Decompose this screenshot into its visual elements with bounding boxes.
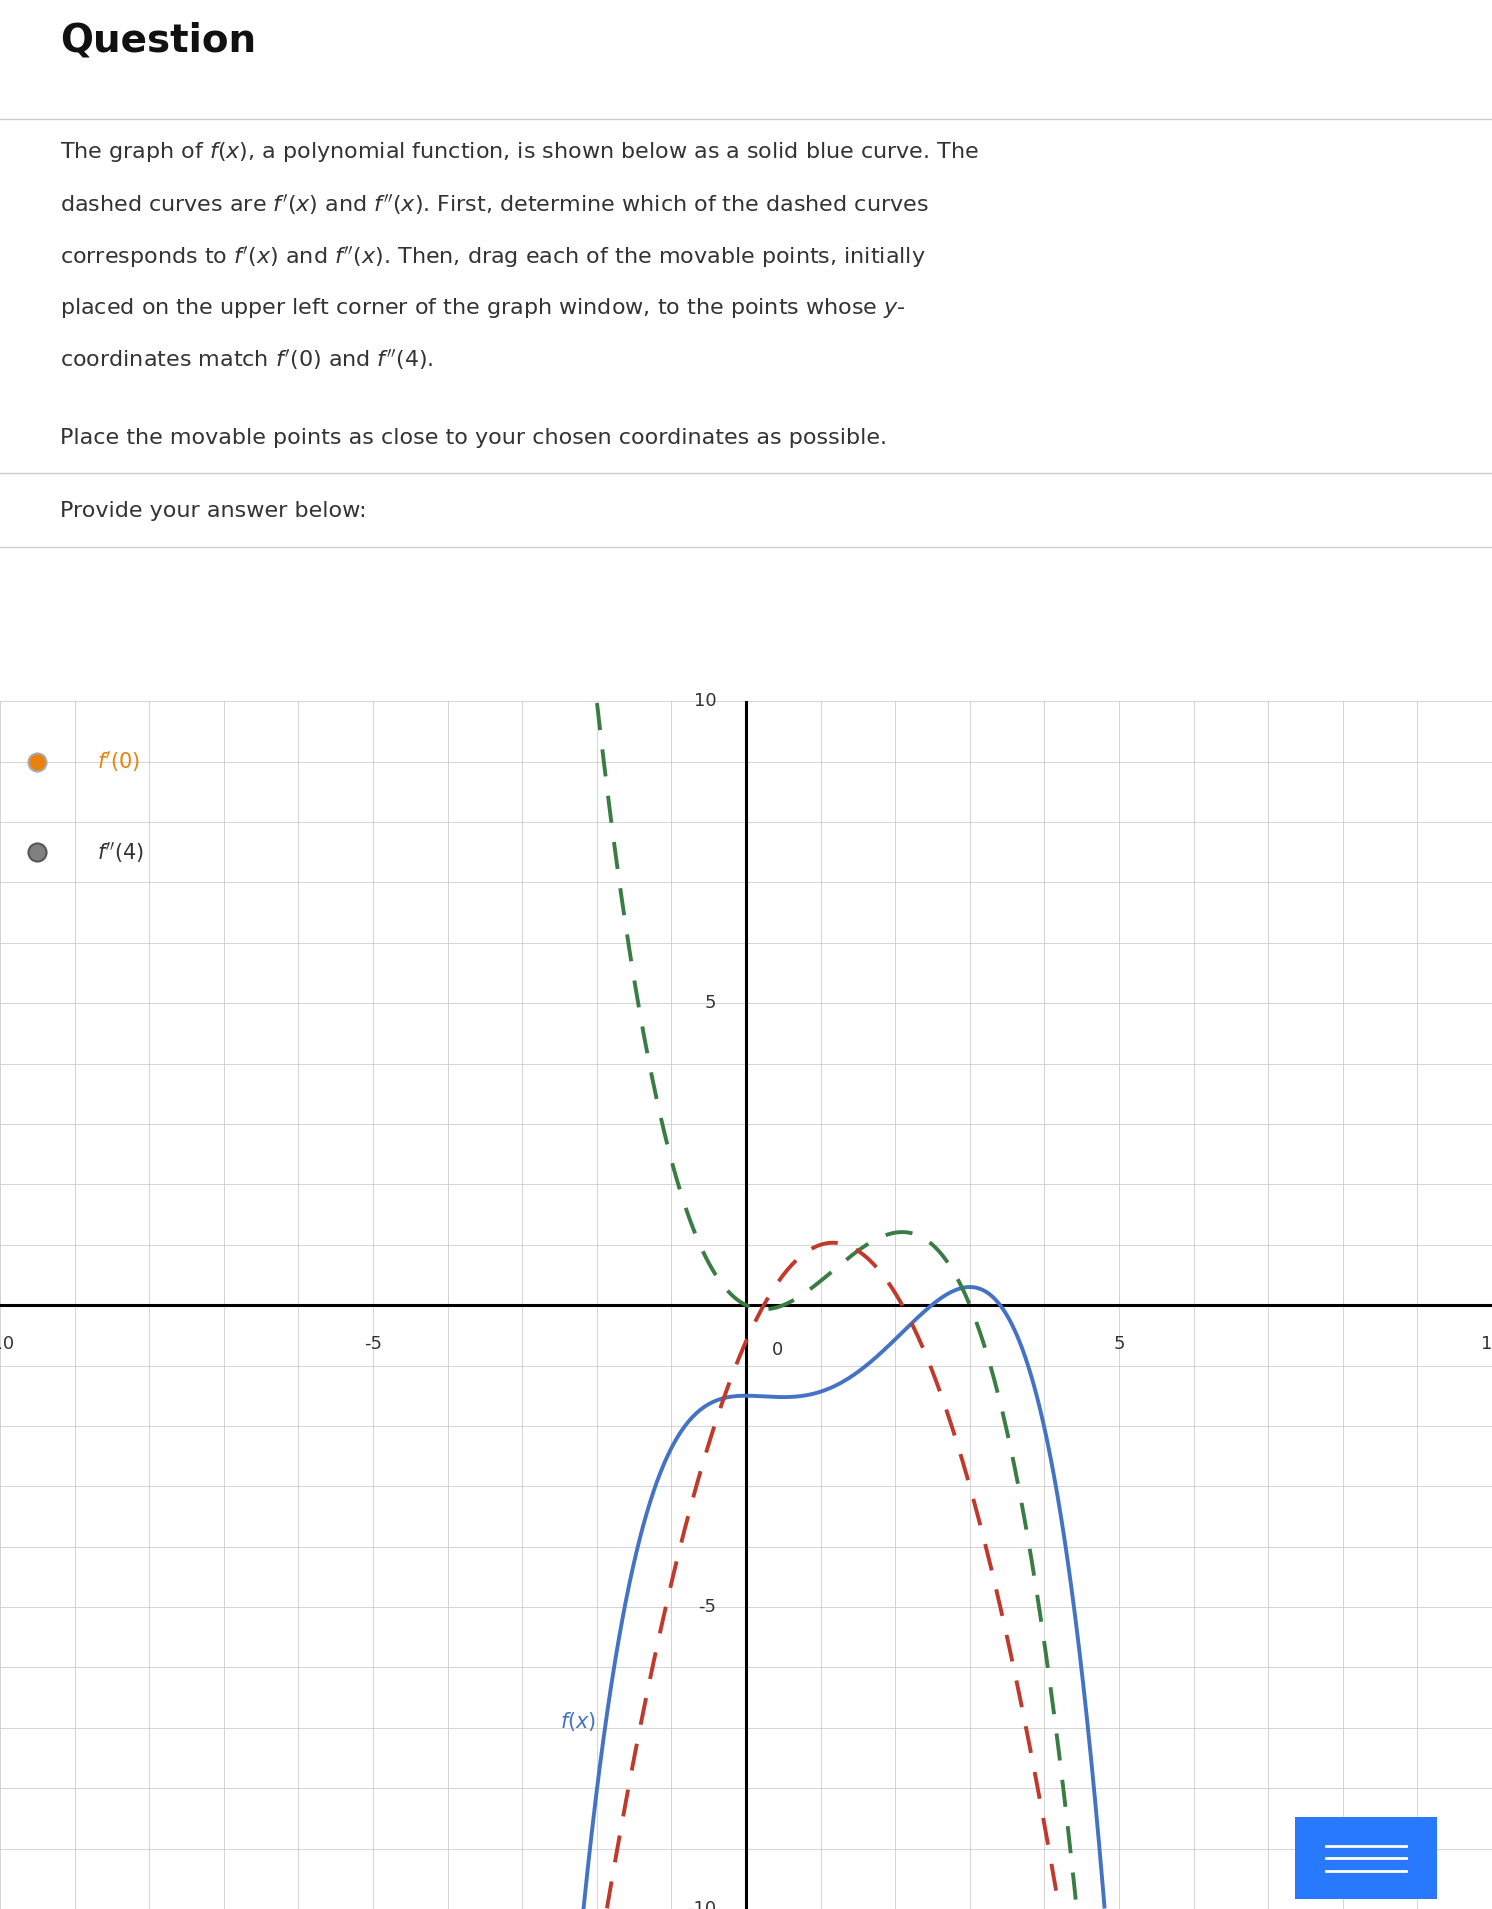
Text: 10: 10 [694,693,716,710]
Text: $f''(4)$: $f''(4)$ [97,840,145,865]
Text: 0: 0 [773,1342,783,1359]
Text: The graph of $f(x)$, a polynomial function, is shown below as a solid blue curve: The graph of $f(x)$, a polynomial functi… [60,139,979,164]
Text: coordinates match $f'(0)$ and $f''(4)$.: coordinates match $f'(0)$ and $f''(4)$. [60,347,433,372]
Text: $f'(0)$: $f'(0)$ [97,748,140,775]
Text: Question: Question [60,21,255,59]
Text: 5: 5 [1113,1334,1125,1353]
Text: -10: -10 [0,1334,15,1353]
FancyBboxPatch shape [1285,1814,1447,1903]
Text: -10: -10 [686,1899,716,1909]
Text: dashed curves are $f'(x)$ and $f''(x)$. First, determine which of the dashed cur: dashed curves are $f'(x)$ and $f''(x)$. … [60,193,928,216]
Text: corresponds to $f'(x)$ and $f''(x)$. Then, drag each of the movable points, init: corresponds to $f'(x)$ and $f''(x)$. The… [60,244,925,269]
Text: placed on the upper left corner of the graph window, to the points whose $y$-: placed on the upper left corner of the g… [60,296,906,321]
Text: 5: 5 [704,995,716,1012]
Text: $f(x)$: $f(x)$ [560,1710,595,1733]
Text: 10: 10 [1480,1334,1492,1353]
Text: Provide your answer below:: Provide your answer below: [60,502,367,521]
Text: Place the movable points as close to your chosen coordinates as possible.: Place the movable points as close to you… [60,428,886,449]
Text: -5: -5 [698,1598,716,1617]
Text: -5: -5 [364,1334,382,1353]
